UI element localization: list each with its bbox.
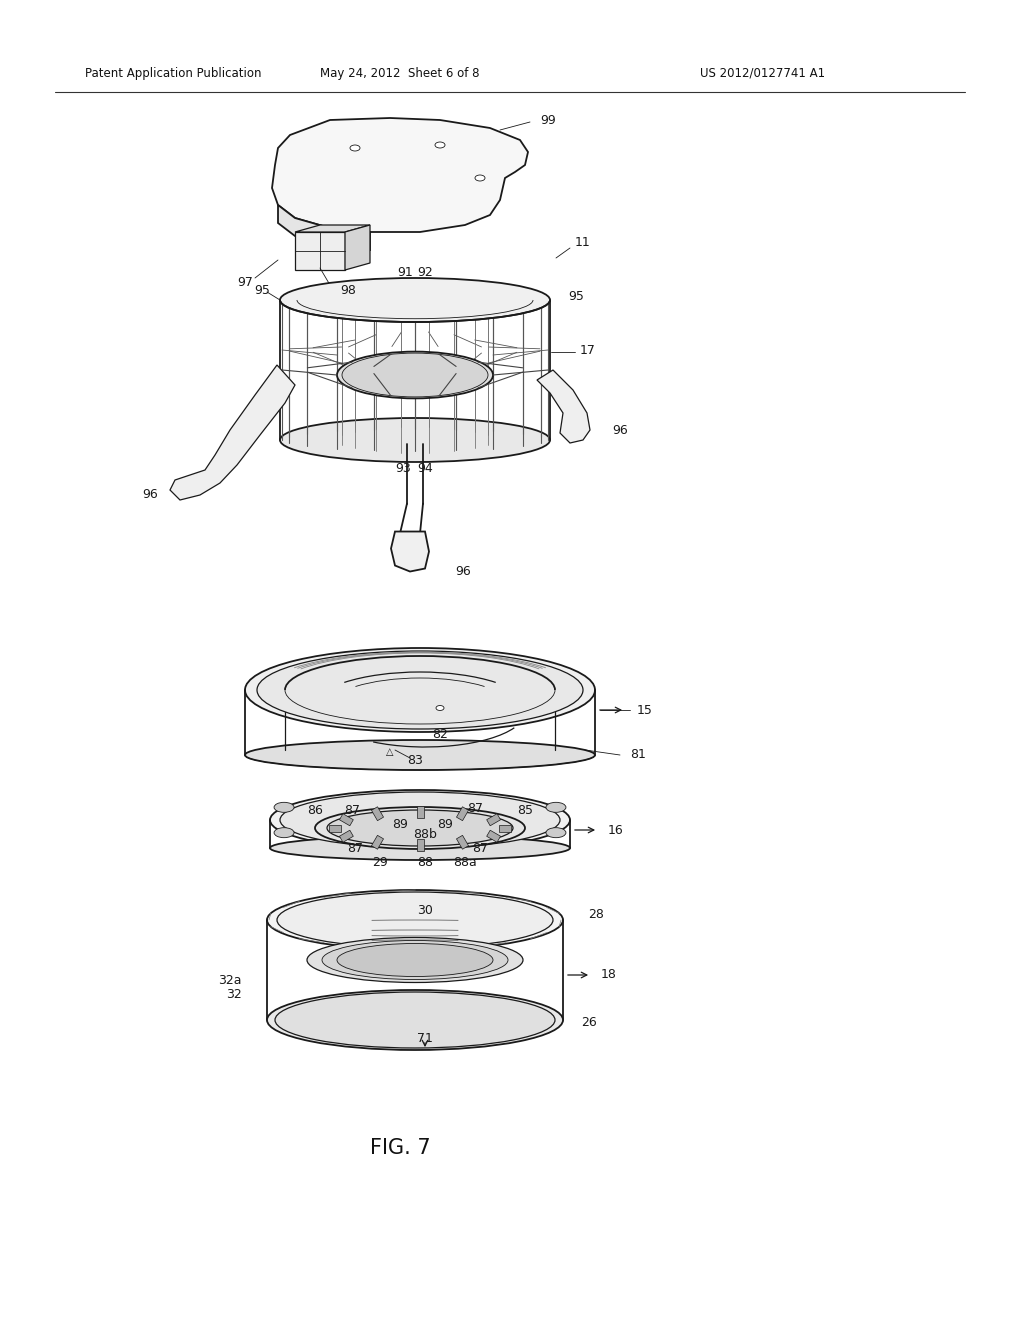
Ellipse shape (245, 648, 595, 733)
Text: 87: 87 (467, 801, 483, 814)
Bar (329, 825, 341, 832)
Text: 16: 16 (608, 824, 624, 837)
Text: 88b: 88b (413, 828, 437, 841)
Ellipse shape (337, 944, 493, 977)
Ellipse shape (280, 279, 550, 322)
Ellipse shape (475, 176, 485, 181)
Text: 28: 28 (588, 908, 604, 921)
Bar (499, 825, 511, 832)
Ellipse shape (267, 890, 563, 950)
Polygon shape (272, 117, 528, 232)
Text: 93: 93 (395, 462, 411, 474)
Text: Patent Application Publication: Patent Application Publication (85, 66, 261, 79)
Polygon shape (537, 370, 590, 444)
Text: 87: 87 (347, 842, 362, 854)
Ellipse shape (267, 990, 563, 1049)
Text: 89: 89 (392, 818, 408, 832)
Text: 17: 17 (580, 343, 596, 356)
Bar (457, 836, 469, 849)
Ellipse shape (257, 651, 583, 729)
Text: 94: 94 (417, 462, 433, 474)
Text: 71: 71 (417, 1031, 433, 1044)
Bar (339, 813, 353, 826)
Text: 96: 96 (612, 424, 628, 437)
Text: 91: 91 (397, 265, 413, 279)
Ellipse shape (435, 143, 445, 148)
Ellipse shape (270, 789, 570, 850)
Text: May 24, 2012  Sheet 6 of 8: May 24, 2012 Sheet 6 of 8 (321, 66, 480, 79)
Text: 98: 98 (340, 284, 356, 297)
Ellipse shape (275, 993, 555, 1048)
Text: 18: 18 (601, 969, 616, 982)
Bar (417, 805, 424, 817)
Ellipse shape (342, 354, 488, 397)
Ellipse shape (274, 803, 294, 812)
Text: 95: 95 (254, 284, 270, 297)
Text: 99: 99 (540, 114, 556, 127)
Text: 29: 29 (372, 855, 388, 869)
Text: US 2012/0127741 A1: US 2012/0127741 A1 (700, 66, 825, 79)
Ellipse shape (307, 937, 523, 982)
Ellipse shape (436, 705, 444, 710)
Text: 87: 87 (472, 842, 488, 854)
Ellipse shape (278, 892, 553, 948)
Text: 15: 15 (637, 704, 653, 717)
Ellipse shape (274, 828, 294, 838)
Polygon shape (278, 205, 370, 249)
Ellipse shape (315, 807, 525, 849)
Bar (372, 836, 384, 849)
Text: 96: 96 (455, 565, 471, 578)
Ellipse shape (546, 828, 566, 838)
Text: 88a: 88a (454, 855, 477, 869)
Text: 32: 32 (226, 989, 242, 1002)
Text: 95: 95 (568, 290, 584, 304)
Ellipse shape (270, 836, 570, 861)
Polygon shape (295, 232, 345, 271)
Text: 96: 96 (142, 488, 158, 502)
Polygon shape (345, 224, 370, 271)
Text: 11: 11 (575, 236, 591, 249)
Bar (339, 830, 353, 842)
Text: 81: 81 (630, 748, 646, 762)
Bar (486, 830, 501, 842)
Text: 88: 88 (417, 855, 433, 869)
Text: 97: 97 (238, 276, 253, 289)
Text: 83: 83 (408, 754, 423, 767)
Bar (486, 813, 501, 826)
Text: FIG. 7: FIG. 7 (370, 1138, 430, 1158)
Ellipse shape (280, 792, 560, 847)
Ellipse shape (546, 803, 566, 812)
Text: 32a: 32a (218, 974, 242, 986)
Ellipse shape (280, 418, 550, 462)
Ellipse shape (245, 741, 595, 770)
Text: 85: 85 (517, 804, 534, 817)
Text: 30: 30 (417, 903, 433, 916)
Text: 26: 26 (581, 1015, 597, 1028)
Text: 82: 82 (432, 729, 447, 742)
Polygon shape (295, 224, 370, 232)
Bar (417, 838, 424, 850)
Text: 89: 89 (437, 818, 453, 832)
Polygon shape (391, 532, 429, 572)
Text: △: △ (386, 747, 394, 756)
Text: 92: 92 (417, 265, 433, 279)
Ellipse shape (322, 940, 508, 979)
Polygon shape (170, 366, 295, 500)
Text: 86: 86 (307, 804, 323, 817)
Bar (457, 807, 469, 821)
Ellipse shape (337, 351, 493, 399)
Ellipse shape (327, 810, 513, 846)
Bar (372, 807, 384, 821)
Ellipse shape (350, 145, 360, 150)
Text: 87: 87 (344, 804, 360, 817)
